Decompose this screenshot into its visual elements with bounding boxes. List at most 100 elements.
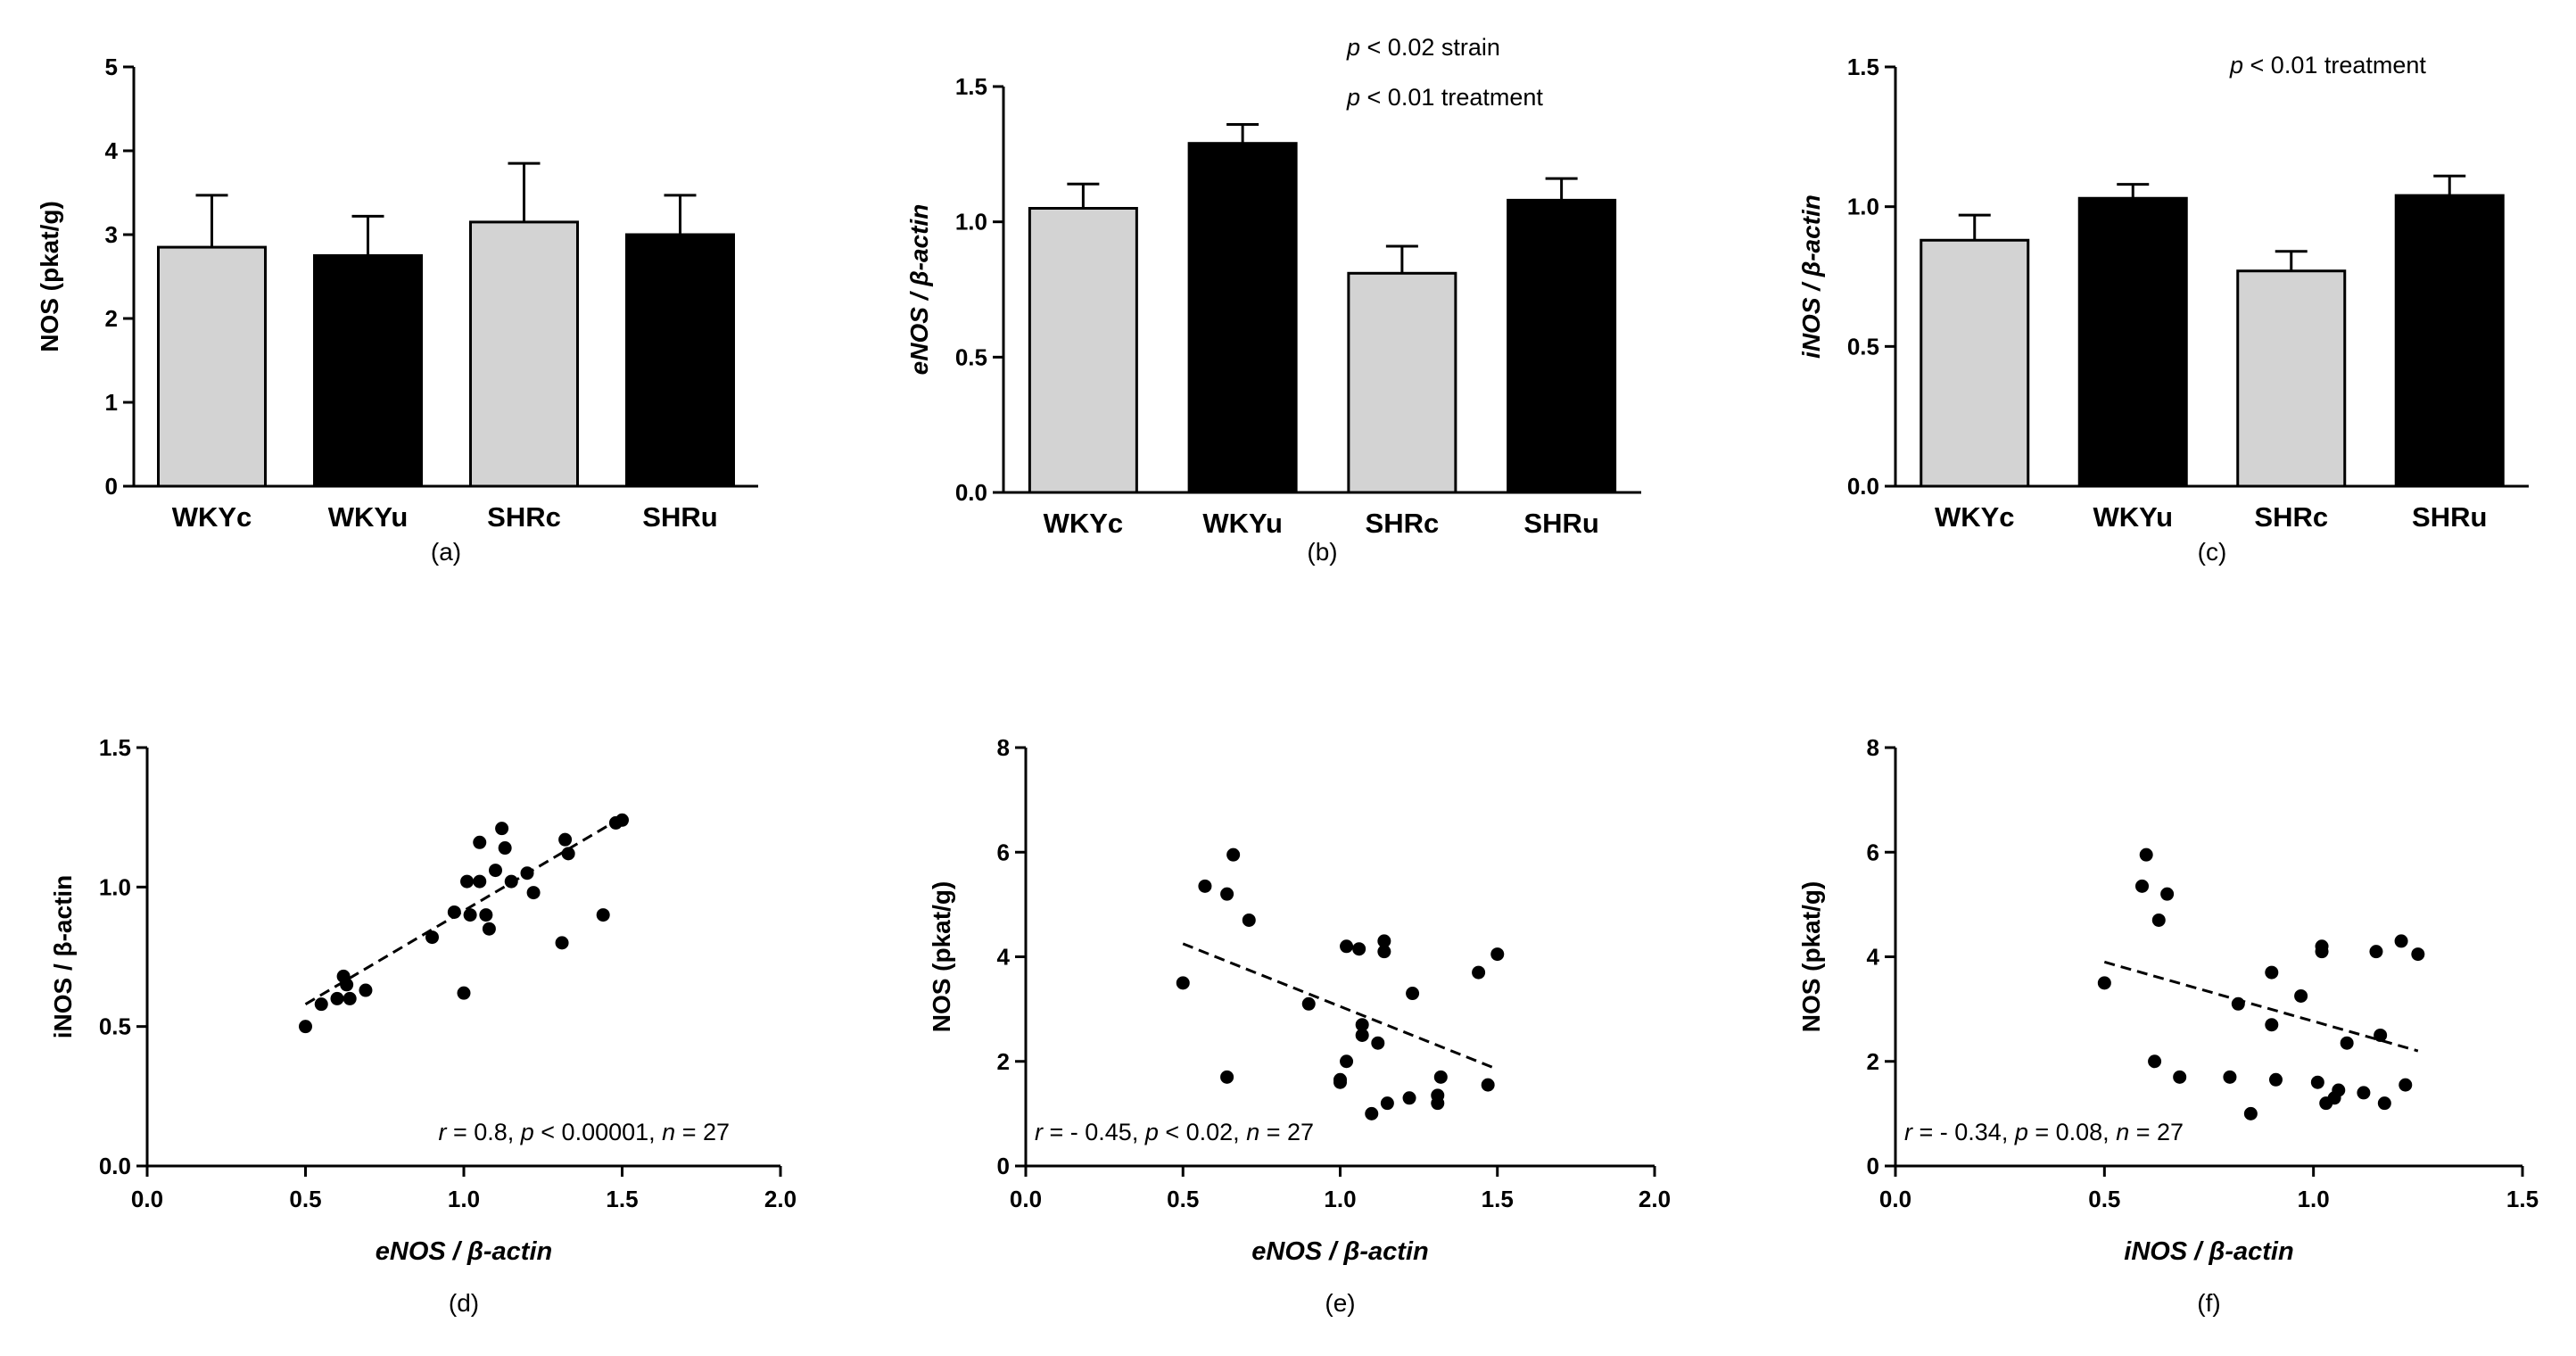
p-symbol: p [2229, 52, 2243, 79]
data-point [2332, 1083, 2346, 1097]
data-point [1402, 1091, 1416, 1105]
data-point [2160, 887, 2175, 901]
x-category-label: SHRc [1366, 508, 1440, 539]
y-axis-label: iNOS / β-actin [49, 875, 77, 1039]
regression-line [304, 815, 623, 1005]
bar-WKYc [1028, 207, 1138, 494]
y-axis-label: NOS (pkat/g) [1797, 881, 1825, 1033]
x-axis-label: iNOS / β-actin [2124, 1237, 2293, 1266]
data-point [2268, 1072, 2283, 1087]
bar-WKYc [1920, 238, 2030, 488]
y-tick-label: 5 [105, 54, 118, 80]
y-tick-label: 6 [1867, 839, 1879, 865]
data-point [2340, 1036, 2354, 1050]
data-point [2377, 1096, 2391, 1111]
bar-WKYu [1187, 142, 1298, 494]
stat-symbol: n [1246, 1119, 1259, 1145]
y-tick-label: 4 [1867, 944, 1880, 971]
bar-SHRc [1347, 271, 1457, 494]
data-point [498, 841, 512, 856]
significance-text: < 0.01 treatment [2243, 52, 2426, 79]
data-point [1433, 1070, 1448, 1084]
x-tick-label: 2.0 [1639, 1186, 1671, 1212]
data-point [359, 983, 373, 997]
data-point [1301, 996, 1316, 1011]
x-tick-label: 0.5 [289, 1186, 321, 1212]
data-point [2231, 996, 2245, 1011]
y-tick-label: 1.0 [1847, 194, 1879, 220]
data-point [425, 930, 439, 945]
bar-SHRu [2394, 194, 2505, 488]
y-tick-label: 1.5 [1847, 54, 1879, 80]
stat-value: = 27 [2129, 1119, 2184, 1145]
y-tick-label: 2 [997, 1048, 1010, 1075]
x-category-label: SHRc [487, 501, 561, 533]
chart-panel-b: 0.0 0.5 1.0 1.5 eNOS / β-actin WKYc WKYu SHRc SH… [905, 34, 1641, 566]
data-point [473, 835, 487, 849]
data-point [2357, 1086, 2371, 1100]
significance-text: < 0.02 strain [1360, 34, 1500, 61]
data-point [1355, 1018, 1369, 1032]
stat-symbol: r [438, 1119, 447, 1145]
data-point [2294, 988, 2308, 1003]
regression-line [1182, 942, 1499, 1071]
x-category-label: WKYc [172, 501, 252, 533]
stat-value: = - 0.45, [1043, 1119, 1145, 1145]
data-point [2315, 939, 2329, 954]
x-axis-label: eNOS / β-actin [376, 1237, 552, 1266]
y-tick-label: 0.0 [955, 479, 987, 506]
stat-symbol: p [1144, 1119, 1159, 1145]
y-tick-label: 1 [105, 389, 118, 416]
data-point [561, 847, 575, 861]
data-point [2151, 913, 2166, 927]
data-point [1472, 965, 1486, 980]
x-axis-label: eNOS / β-actin [1251, 1237, 1428, 1266]
y-tick-label: 4 [105, 137, 119, 164]
y-axis-label-text: eNOS / β-actin [905, 204, 933, 376]
x-category-label: WKYc [1044, 508, 1124, 539]
panel-letter: (a) [431, 538, 461, 566]
y-tick-label: 1.0 [99, 873, 131, 900]
x-tick-label: 0.0 [1010, 1186, 1042, 1212]
data-point [1176, 976, 1190, 990]
significance-text: < 0.01 treatment [1360, 84, 1543, 111]
bar-SHRu [1507, 198, 1617, 494]
data-point [2243, 1106, 2258, 1120]
x-tick-label: 1.0 [1324, 1186, 1356, 1212]
data-point [2097, 976, 2111, 990]
regression-line [2103, 960, 2419, 1053]
stat-value: < 0.00001, [534, 1119, 662, 1145]
correlation-stats: r = - 0.34, p = 0.08, n = 27 [1904, 1119, 2184, 1145]
y-axis-label: NOS (pkat/g) [36, 201, 63, 352]
panel-letter: (b) [1307, 538, 1337, 566]
stat-value: = - 0.34, [1912, 1119, 2015, 1145]
data-point [615, 813, 629, 827]
bar-SHRc [2236, 269, 2347, 488]
y-tick-label: 0.5 [99, 1013, 131, 1040]
y-tick-label: 1.5 [955, 73, 987, 100]
y-tick-label: 6 [997, 839, 1010, 865]
chart-panel-e: 0 2 4 6 8 NOS (pkat/g) 0.0 0.5 1.0 1.5 2.0 eNOS / β… [928, 734, 1671, 1317]
data-point [343, 991, 357, 1005]
data-point [1333, 1072, 1347, 1087]
stat-symbol: p [520, 1119, 534, 1145]
y-axis-label-text: NOS (pkat/g) [36, 201, 63, 352]
data-point [482, 922, 496, 936]
panel-letter: (c) [2198, 538, 2227, 566]
data-point [1226, 848, 1241, 862]
data-point [447, 905, 461, 919]
data-point [1377, 945, 1391, 959]
data-point [504, 874, 518, 889]
x-tick-label: 1.5 [1482, 1186, 1514, 1212]
x-axis-label-text: eNOS / β-actin [1251, 1237, 1428, 1266]
data-point [1377, 934, 1391, 948]
y-tick-label: 1.5 [99, 734, 131, 761]
p-symbol: p [1346, 84, 1360, 111]
stat-value: = 0.8, [446, 1119, 520, 1145]
y-tick-label: 8 [997, 734, 1010, 761]
data-point [2394, 934, 2408, 948]
x-category-label: SHRu [1523, 508, 1598, 539]
chart-panel-d: 0.0 0.5 1.0 1.5 iNOS / β-actin 0.0 0.5 1.0 1.5 2.… [49, 734, 797, 1317]
data-point [2398, 1078, 2413, 1092]
data-point [520, 866, 534, 881]
